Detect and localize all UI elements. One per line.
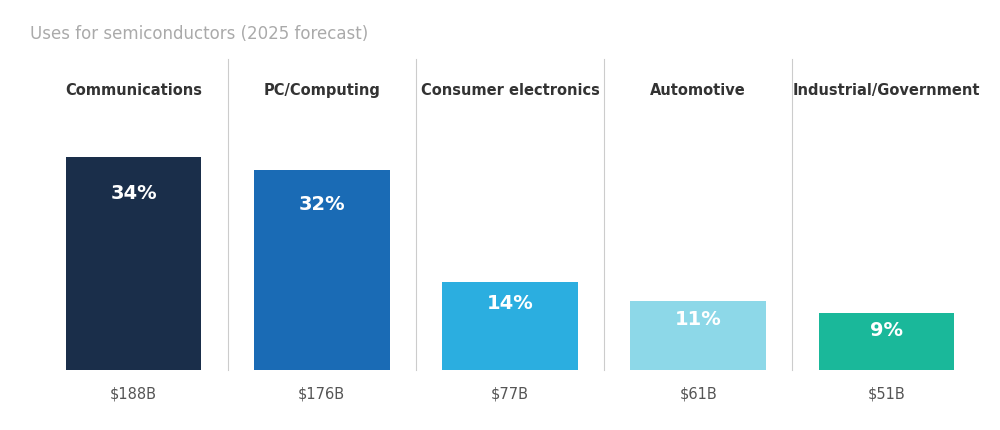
Text: Consumer electronics: Consumer electronics xyxy=(421,83,599,98)
Text: $77B: $77B xyxy=(491,386,529,401)
Text: 32%: 32% xyxy=(298,194,345,213)
Text: $61B: $61B xyxy=(679,386,717,401)
Text: $176B: $176B xyxy=(298,386,345,401)
Bar xyxy=(630,301,766,370)
Bar xyxy=(66,158,201,370)
Bar xyxy=(442,283,578,370)
Text: Automotive: Automotive xyxy=(650,83,746,98)
Text: $51B: $51B xyxy=(868,386,905,401)
Text: 9%: 9% xyxy=(870,320,903,339)
Text: PC/Computing: PC/Computing xyxy=(263,83,380,98)
Text: Uses for semiconductors (2025 forecast): Uses for semiconductors (2025 forecast) xyxy=(30,25,368,43)
Text: Communications: Communications xyxy=(65,83,202,98)
Text: Industrial/Government: Industrial/Government xyxy=(793,83,980,98)
Text: 14%: 14% xyxy=(487,293,533,312)
Text: 34%: 34% xyxy=(110,183,157,202)
Text: 11%: 11% xyxy=(675,310,722,329)
Bar xyxy=(254,170,390,370)
Text: $188B: $188B xyxy=(110,386,157,401)
Bar xyxy=(819,314,954,370)
